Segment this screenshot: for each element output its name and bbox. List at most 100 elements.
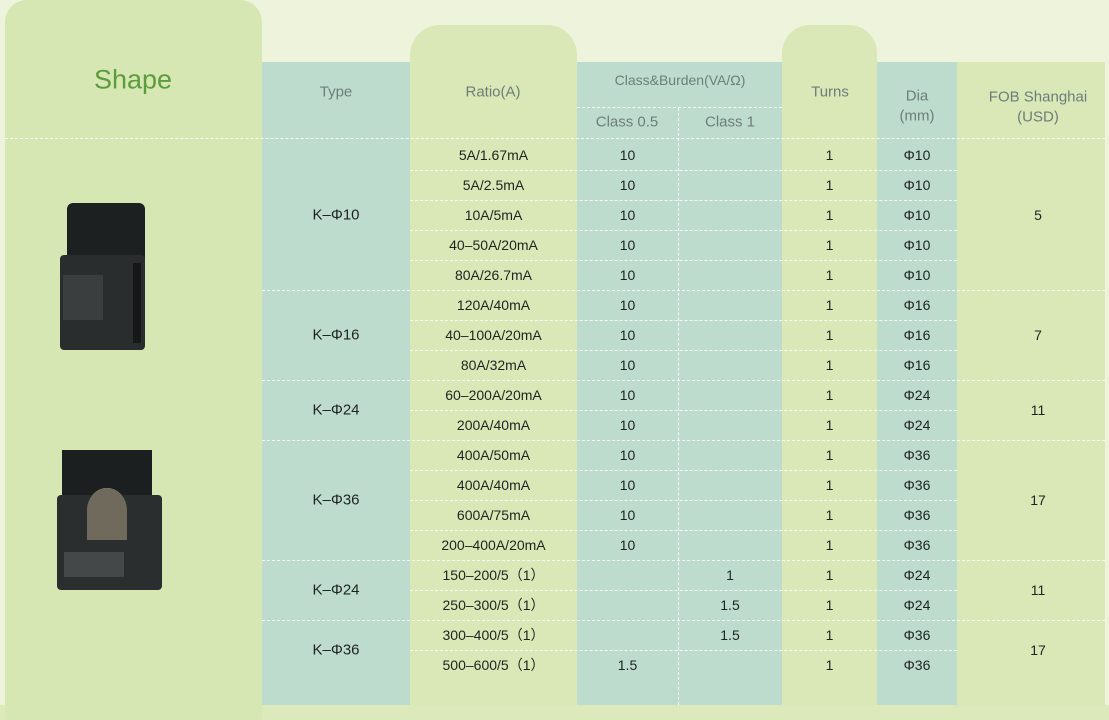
fob-cell: 5 — [1034, 207, 1042, 223]
shape-header: Shape — [93, 64, 173, 95]
ratio-header: Ratio(A) — [465, 83, 521, 101]
class-05-cell: 10 — [619, 507, 636, 523]
dia-cell: Φ36 — [903, 657, 931, 673]
dia-cell: Φ36 — [903, 507, 931, 523]
fob-cell: 17 — [1030, 492, 1046, 508]
row-line — [410, 350, 957, 351]
shape-column — [5, 0, 262, 720]
turns-cell: 1 — [825, 267, 834, 283]
header-line — [5, 138, 1105, 139]
dia-cell: Φ36 — [903, 477, 931, 493]
ratio-cell: 10A/5mA — [464, 207, 523, 223]
turns-header: Turns — [811, 83, 849, 101]
class-1-cell: 1.5 — [720, 597, 740, 613]
fob-cell: 11 — [1030, 402, 1046, 418]
ratio-cell: 5A/1.67mA — [458, 147, 529, 163]
dia-cell: Φ24 — [903, 567, 931, 583]
dia-cell: Φ24 — [903, 417, 931, 433]
dia-cell: Φ24 — [903, 387, 931, 403]
turns-cell: 1 — [825, 207, 834, 223]
class-05-cell: 10 — [619, 537, 636, 553]
ratio-cell: 200A/40mA — [456, 417, 531, 433]
ratio-cell: 600A/75mA — [456, 507, 531, 523]
ratio-cell: 60–200A/20mA — [445, 387, 542, 403]
turns-cell: 1 — [825, 537, 834, 553]
turns-cell: 1 — [825, 627, 834, 643]
turns-cell: 1 — [825, 357, 834, 373]
row-line — [410, 530, 957, 531]
row-line — [410, 590, 957, 591]
fob-cell: 11 — [1030, 582, 1046, 598]
dia-cell: Φ16 — [903, 297, 931, 313]
turns-cell: 1 — [825, 597, 834, 613]
class-05-cell: 10 — [619, 267, 636, 283]
ratio-cell: 40–50A/20mA — [449, 237, 538, 253]
class-05-cell: 10 — [619, 177, 636, 193]
class-05-cell: 10 — [619, 387, 636, 403]
type-cell: K–Φ10 — [312, 206, 360, 224]
turns-cell: 1 — [825, 477, 834, 493]
row-line — [410, 320, 957, 321]
row-line — [262, 290, 1105, 291]
ratio-cell: 80A/32mA — [460, 357, 527, 373]
class-divider — [678, 108, 679, 705]
turns-cell: 1 — [825, 507, 834, 523]
type-cell: K–Φ36 — [312, 491, 360, 509]
ct-image-small — [60, 203, 145, 350]
dia-cell: Φ36 — [903, 627, 931, 643]
ratio-cell: 5A/2.5mA — [462, 177, 525, 193]
ratio-cell: 150–200/5（1） — [442, 567, 545, 583]
dia-cell: Φ10 — [903, 237, 931, 253]
fob-cell: 17 — [1030, 642, 1046, 658]
turns-cell: 1 — [825, 567, 834, 583]
row-line — [410, 410, 957, 411]
turns-cell: 1 — [825, 237, 834, 253]
ratio-cell: 500–600/5（1） — [442, 657, 545, 673]
turns-cell: 1 — [825, 417, 834, 433]
ratio-cell: 120A/40mA — [456, 297, 531, 313]
type-header: Type — [319, 83, 353, 101]
ratio-cell: 250–300/5（1） — [442, 597, 545, 613]
class-05-cell: 10 — [619, 297, 636, 313]
class-1-cell: 1.5 — [720, 627, 740, 643]
class-header-line — [577, 107, 782, 108]
type-cell: K–Φ24 — [312, 581, 360, 599]
row-line — [410, 260, 957, 261]
turns-cell: 1 — [825, 657, 834, 673]
dia-cell: Φ10 — [903, 267, 931, 283]
turns-cell: 1 — [825, 387, 834, 403]
turns-cell: 1 — [825, 147, 834, 163]
dia-cell: Φ10 — [903, 177, 931, 193]
fob-column — [957, 62, 1105, 705]
type-cell: K–Φ36 — [312, 641, 360, 659]
row-line — [262, 440, 1105, 441]
fob-cell: 7 — [1034, 327, 1042, 343]
ct-image-large — [57, 450, 162, 590]
bottom-strip — [0, 705, 1109, 720]
row-line — [410, 170, 957, 171]
class-05-cell: 10 — [619, 327, 636, 343]
ratio-cell: 300–400/5（1） — [442, 627, 545, 643]
class-05-cell: 10 — [619, 357, 636, 373]
ratio-cell: 80A/26.7mA — [454, 267, 533, 283]
type-cell: K–Φ16 — [312, 326, 360, 344]
class-05-cell: 10 — [619, 477, 636, 493]
row-line — [262, 560, 1105, 561]
fob-header: FOB Shanghai — [988, 88, 1088, 106]
class-05-cell: 10 — [619, 417, 636, 433]
class-05-cell: 10 — [619, 447, 636, 463]
dia-cell: Φ36 — [903, 447, 931, 463]
row-line — [262, 380, 1105, 381]
row-line — [410, 230, 957, 231]
turns-cell: 1 — [825, 177, 834, 193]
ratio-cell: 40–100A/20mA — [445, 327, 542, 343]
row-line — [410, 470, 957, 471]
dia-cell: Φ10 — [903, 207, 931, 223]
class-05-cell: 10 — [619, 147, 636, 163]
dia-cell: Φ36 — [903, 537, 931, 553]
turns-cell: 1 — [825, 447, 834, 463]
dia-cell: Φ24 — [903, 597, 931, 613]
row-line — [262, 620, 1105, 621]
row-line — [410, 650, 957, 651]
